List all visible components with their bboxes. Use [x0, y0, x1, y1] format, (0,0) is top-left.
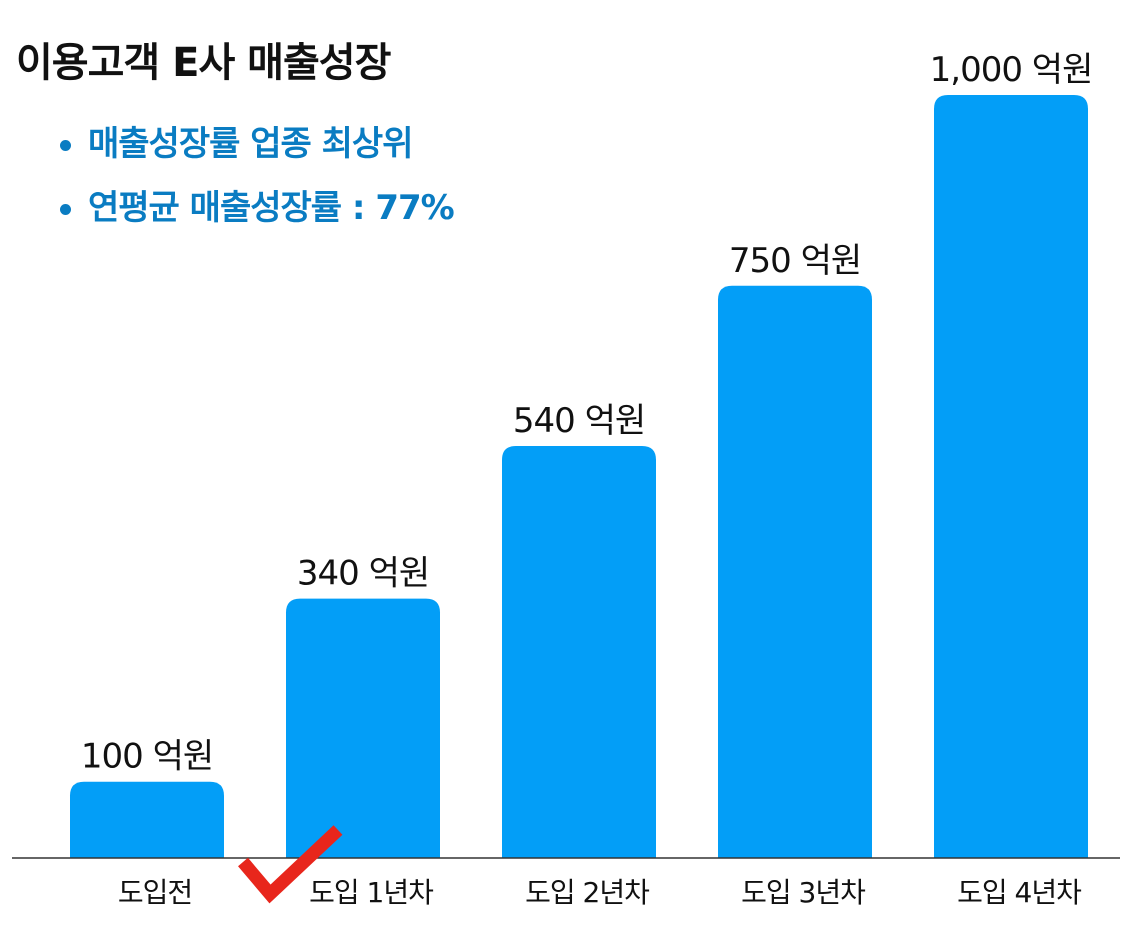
bar-year-1: [286, 598, 440, 858]
highlight-list: 매출성장률 업종 최상위 연평균 매출성장률 : 77%: [58, 112, 455, 240]
value-label-year-4: 1,000 억원: [930, 50, 1093, 90]
value-label-year-3: 750 억원: [729, 241, 861, 281]
value-label-group: 100 억원 340 억원 540 억원 750 억원 1,000 억원: [81, 50, 1093, 777]
value-label-year-1: 340 억원: [297, 554, 429, 594]
highlight-growth-rank: 매출성장률 업종 최상위: [58, 112, 454, 176]
value-label-year-2: 540 억원: [513, 401, 645, 441]
bar-year-2: [502, 445, 656, 858]
category-label-before: 도입전: [118, 876, 192, 909]
category-label-year-1: 도입 1년차: [309, 876, 433, 909]
check-mark-icon: [238, 825, 343, 904]
category-label-group: 도입전 도입 1년차 도입 2년차 도입 3년차 도입 4년차: [118, 876, 1082, 909]
highlight-annual-growth: 연평균 매출성장률 : 77%: [58, 176, 455, 240]
chart-title: 이용고객 E사 매출성장: [16, 40, 391, 86]
bar-before: [70, 781, 224, 858]
category-label-year-3: 도입 3년차: [741, 876, 865, 909]
value-label-before: 100 억원: [81, 737, 213, 777]
bar-group: [70, 95, 1088, 858]
category-label-year-4: 도입 4년차: [957, 876, 1081, 909]
category-label-year-2: 도입 2년차: [525, 876, 649, 909]
bar-year-3: [718, 285, 872, 858]
bar-year-4: [934, 95, 1088, 858]
